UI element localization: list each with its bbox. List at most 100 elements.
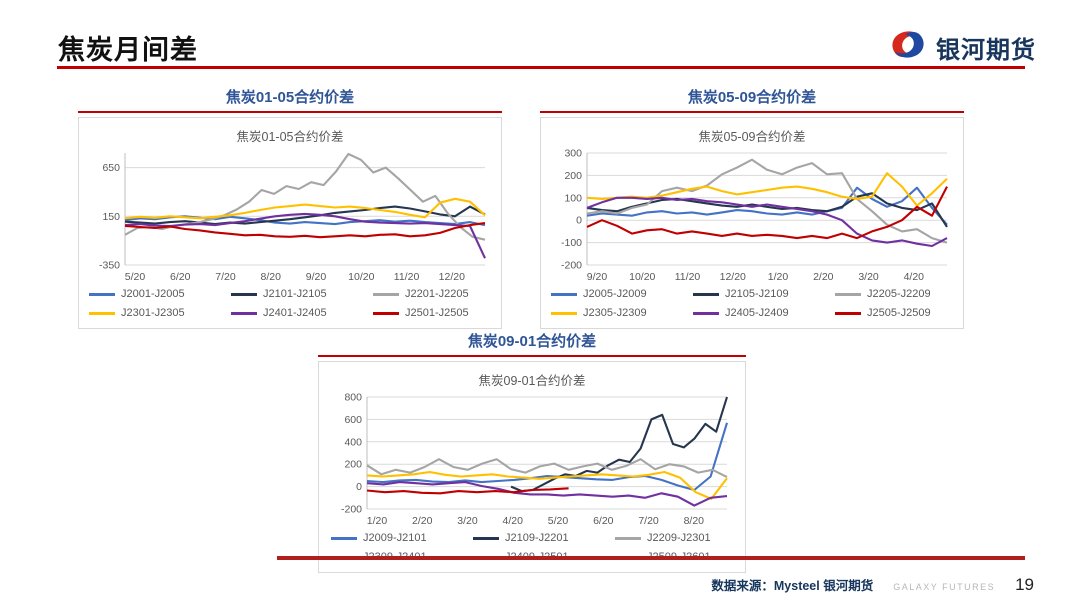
chart-canvas: 300 200 100 0 -100 -200 9/20 10/20 11/20 12/20 1/2… [561, 148, 948, 283]
logo-text: 银河期货 [936, 37, 1036, 64]
page-title: 焦炭月间差 [58, 35, 198, 65]
chart-canvas: 650 150 -350 5/20 6/20 7/20 8/20 9/20 10/20 11/20… [99, 152, 486, 283]
svg-text:7/20: 7/20 [638, 515, 659, 527]
svg-text:11/20: 11/20 [675, 271, 701, 283]
legend-item: J2001-J2005 [89, 288, 207, 300]
legend-swatch-icon [835, 292, 861, 296]
svg-text:6/20: 6/20 [170, 271, 191, 283]
chart-title-05-09: 焦炭05-09合约价差 [698, 130, 806, 144]
svg-text:4/20: 4/20 [503, 515, 524, 527]
legend-swatch-icon [551, 292, 577, 296]
svg-text:0: 0 [576, 215, 582, 227]
panel-header-09-01: 焦炭09-01合约价差 [318, 330, 746, 357]
chart-09-01: 800 600 400 200 0 -200 1/20 2/20 3/20 4/20 5/20 6/2… [323, 389, 741, 529]
svg-text:2/20: 2/20 [412, 515, 433, 527]
brand-watermark: GALAXY FUTURES [893, 582, 996, 592]
legend-label: J2201-J2205 [405, 288, 469, 300]
legend-item: J2009-J2101 [331, 532, 449, 544]
svg-text:-350: -350 [99, 260, 120, 272]
legend-label: J2305-J2309 [583, 307, 647, 319]
legend-item: J2505-J2509 [835, 307, 953, 319]
legend-item: J2401-J2405 [231, 307, 349, 319]
svg-text:4/20: 4/20 [904, 271, 925, 283]
svg-text:8/20: 8/20 [261, 271, 282, 283]
svg-text:200: 200 [564, 170, 582, 182]
legend-label: J2009-J2101 [363, 532, 427, 544]
svg-text:400: 400 [344, 436, 362, 448]
legend-swatch-icon [89, 292, 115, 296]
legend-09-01: J2009-J2101J2109-J2201J2209-J2301J2309-J… [323, 529, 741, 570]
legend-label: J2005-J2009 [583, 288, 647, 300]
title-underline [57, 66, 1025, 69]
svg-text:-200: -200 [561, 260, 582, 272]
legend-swatch-icon [331, 536, 357, 540]
svg-text:650: 650 [102, 162, 120, 174]
svg-text:600: 600 [344, 414, 362, 426]
page-number: 19 [1015, 575, 1034, 594]
svg-text:6/20: 6/20 [593, 515, 614, 527]
legend-item: J2105-J2109 [693, 288, 811, 300]
footer: 数据来源：Mysteel 银河期货 GALAXY FUTURES 19 [711, 575, 1034, 595]
svg-text:200: 200 [344, 459, 362, 471]
legend-swatch-icon [373, 311, 399, 315]
legend-label: J2101-J2105 [263, 288, 327, 300]
legend-label: J2505-J2509 [867, 307, 931, 319]
chart-01-05: 650 150 -350 5/20 6/20 7/20 8/20 9/20 10/20 11/20… [83, 145, 497, 285]
legend-label: J2401-J2405 [263, 307, 327, 319]
svg-text:100: 100 [564, 192, 582, 204]
svg-text:11/20: 11/20 [394, 271, 420, 283]
legend-swatch-icon [835, 311, 861, 315]
svg-text:12/20: 12/20 [720, 271, 746, 283]
svg-text:-200: -200 [341, 504, 362, 516]
legend-05-09: J2005-J2009 J2105-J2109 J2205-J2209 J2305-J… [545, 285, 959, 326]
legend-swatch-icon [551, 311, 577, 315]
legend-item: J2109-J2201 [473, 532, 591, 544]
svg-text:10/20: 10/20 [629, 271, 655, 283]
legend-label: J2109-J2201 [505, 532, 569, 544]
svg-text:5/20: 5/20 [125, 271, 146, 283]
svg-text:-100: -100 [561, 237, 582, 249]
svg-text:9/20: 9/20 [587, 271, 608, 283]
legend-item: J2101-J2105 [231, 288, 349, 300]
svg-text:800: 800 [344, 392, 362, 404]
legend-label: J2001-J2005 [121, 288, 185, 300]
legend-swatch-icon [373, 292, 399, 296]
svg-text:1/20: 1/20 [367, 515, 388, 527]
svg-text:300: 300 [564, 148, 582, 160]
legend-item: J2005-J2009 [551, 288, 669, 300]
svg-text:9/20: 9/20 [306, 271, 327, 283]
legend-swatch-icon [231, 311, 257, 315]
svg-text:10/20: 10/20 [348, 271, 374, 283]
panel-header-01-05: 焦炭01-05合约价差 [78, 86, 502, 113]
legend-item: J2305-J2309 [551, 307, 669, 319]
chart-05-09: 300 200 100 0 -100 -200 9/20 10/20 11/20 12/20 1/2… [545, 145, 959, 285]
legend-item: J2501-J2505 [373, 307, 491, 319]
company-logo: 银河期货 [888, 28, 1036, 67]
legend-item: J2201-J2205 [373, 288, 491, 300]
legend-swatch-icon [231, 292, 257, 296]
chart-canvas: 800 600 400 200 0 -200 1/20 2/20 3/20 4/20 5/20 6/2… [341, 392, 729, 527]
svg-text:8/20: 8/20 [684, 515, 705, 527]
legend-swatch-icon [615, 536, 641, 540]
legend-label: J2301-J2305 [121, 307, 185, 319]
chart-panel-09-01: 焦炭09-01合约价差 焦炭09-01合约价差 800 600 400 200 0 -20… [318, 330, 746, 573]
panel-box-01-05: 焦炭01-05合约价差 650 150 -350 5/20 6/20 7/20 8/20 9/… [78, 117, 502, 329]
chart-panel-01-05: 焦炭01-05合约价差 焦炭01-05合约价差 650 150 -350 5/20 6/… [78, 86, 502, 329]
legend-label: J2501-J2505 [405, 307, 469, 319]
footer-rule [277, 556, 1025, 560]
legend-swatch-icon [693, 311, 719, 315]
legend-item: J2405-J2409 [693, 307, 811, 319]
legend-item: J2301-J2305 [89, 307, 207, 319]
legend-label: J2205-J2209 [867, 288, 931, 300]
legend-item: J2205-J2209 [835, 288, 953, 300]
legend-swatch-icon [473, 536, 499, 540]
panel-box-05-09: 焦炭05-09合约价差 300 200 100 0 -100 -200 9/20 10/20 1… [540, 117, 964, 329]
svg-text:12/20: 12/20 [439, 271, 465, 283]
panel-header-05-09: 焦炭05-09合约价差 [540, 86, 964, 113]
galaxy-swirl-icon [888, 28, 928, 67]
legend-label: J2405-J2409 [725, 307, 789, 319]
chart-title-09-01: 焦炭09-01合约价差 [478, 374, 586, 388]
chart-title-01-05: 焦炭01-05合约价差 [236, 130, 344, 144]
legend-swatch-icon [693, 292, 719, 296]
